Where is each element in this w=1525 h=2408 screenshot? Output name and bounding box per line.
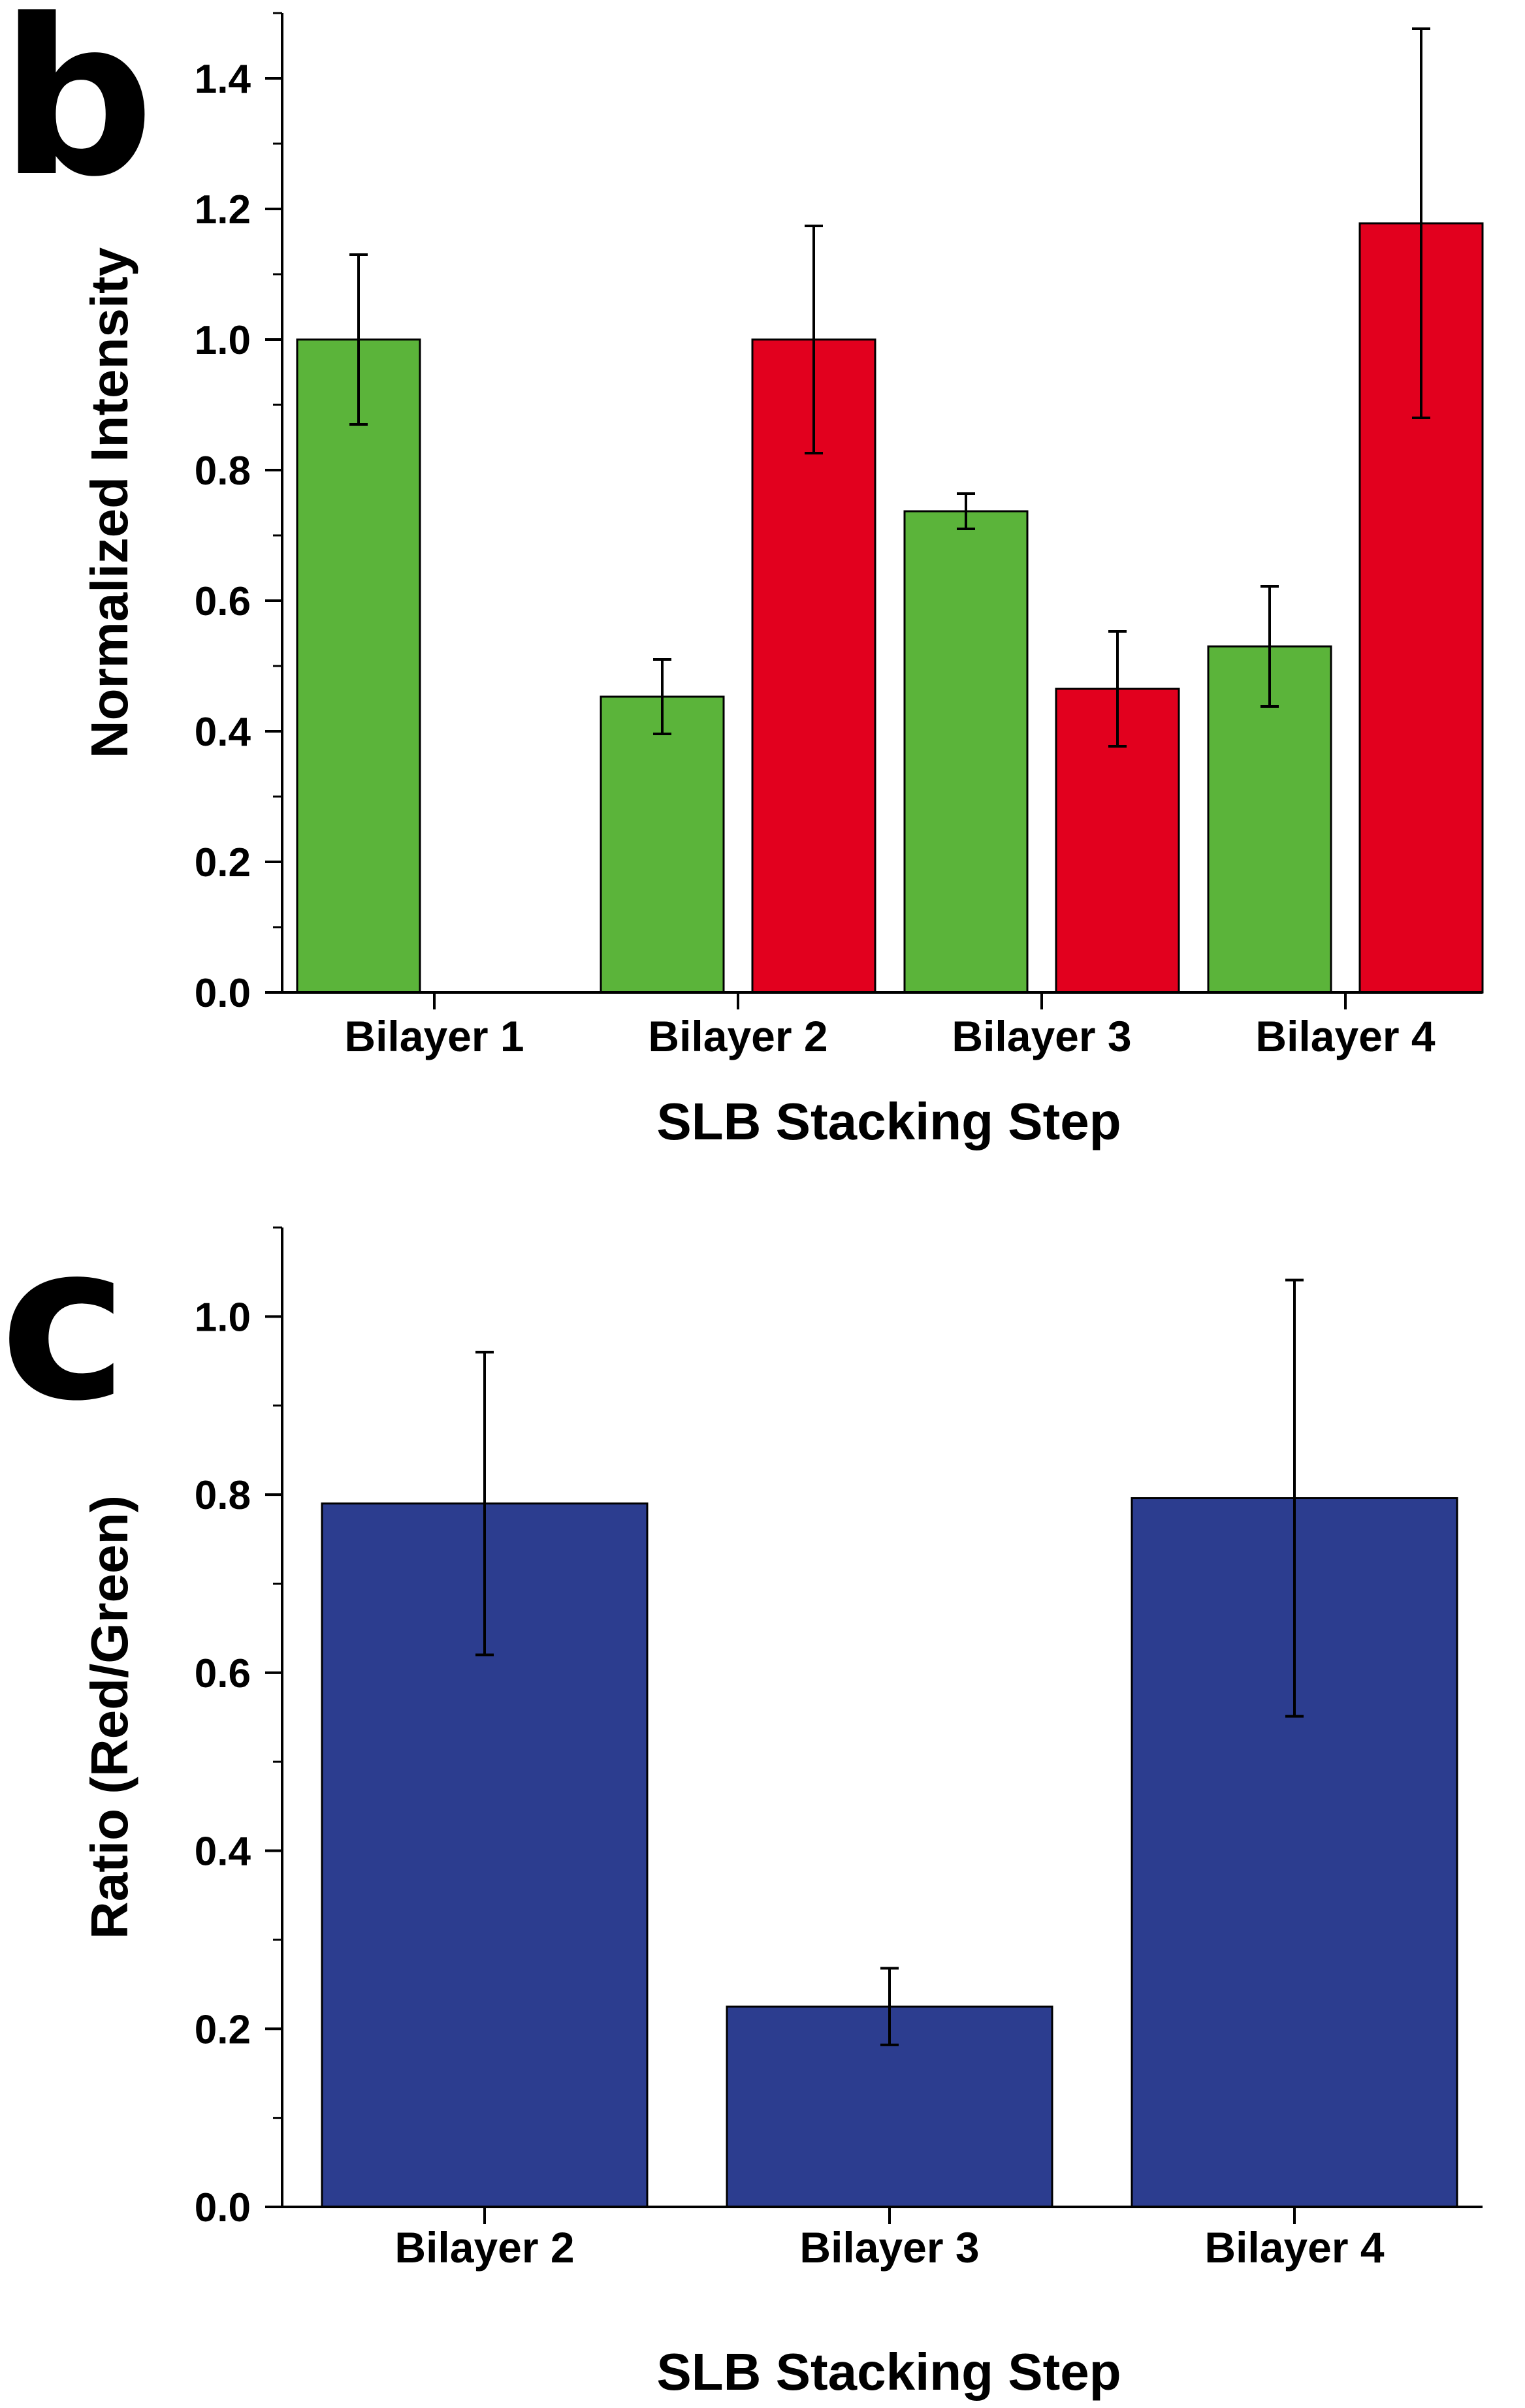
y-tick-label: 0.0 — [195, 2185, 251, 2230]
y-tick-label: 0.8 — [195, 1473, 251, 1518]
y-tick-label: 0.2 — [195, 840, 251, 885]
y-tick-label: 1.0 — [195, 318, 251, 363]
y-tick-label: 1.0 — [195, 1295, 251, 1340]
y-tick-label: 0.4 — [195, 710, 251, 755]
bar-green-1 — [600, 695, 725, 994]
y-tick-label: 0.0 — [195, 971, 251, 1016]
y-tick-label: 1.4 — [195, 57, 251, 102]
panel-c: c 0.0 0.2 0.4 0.6 0.8 1.0 Bilayer 2 Bilayer 3 Bil… — [0, 1197, 1483, 2401]
y-tick-label: 0.4 — [195, 1830, 251, 1875]
y-tick-label: 0.8 — [195, 449, 251, 494]
x-tick-label: Bilayer 4 — [1255, 1012, 1435, 1060]
x-tick-label: Bilayer 3 — [952, 1012, 1131, 1060]
panel-letter: b — [0, 0, 154, 224]
panel-b: b 0.0 0.2 0.4 0.6 0.8 1.0 1.2 1.4 Bilayer 1 Bilaye… — [0, 0, 1484, 1150]
x-tick-label: Bilayer 2 — [394, 2223, 574, 2272]
bar-green-0 — [296, 338, 421, 994]
y-tick-label: 0.6 — [195, 1651, 251, 1696]
y-tick-label: 0.6 — [195, 579, 251, 624]
y-tick-label: 1.2 — [195, 187, 251, 232]
x-tick-label: Bilayer 1 — [344, 1012, 524, 1060]
x-tick-label: Bilayer 2 — [648, 1012, 827, 1060]
x-tick-label: Bilayer 3 — [799, 2223, 979, 2272]
x-axis-title: SLB Stacking Step — [656, 1092, 1121, 1150]
y-axis-title: Normalized Intensity — [80, 247, 138, 758]
panel-letter: c — [0, 1197, 128, 1448]
x-axis-title: SLB Stacking Step — [656, 2343, 1121, 2401]
y-tick-label: 0.2 — [195, 2007, 251, 2052]
bar-green-2 — [903, 510, 1029, 994]
x-tick-label: Bilayer 4 — [1204, 2223, 1384, 2272]
y-axis-title: Ratio (Red/Green) — [80, 1495, 138, 1939]
